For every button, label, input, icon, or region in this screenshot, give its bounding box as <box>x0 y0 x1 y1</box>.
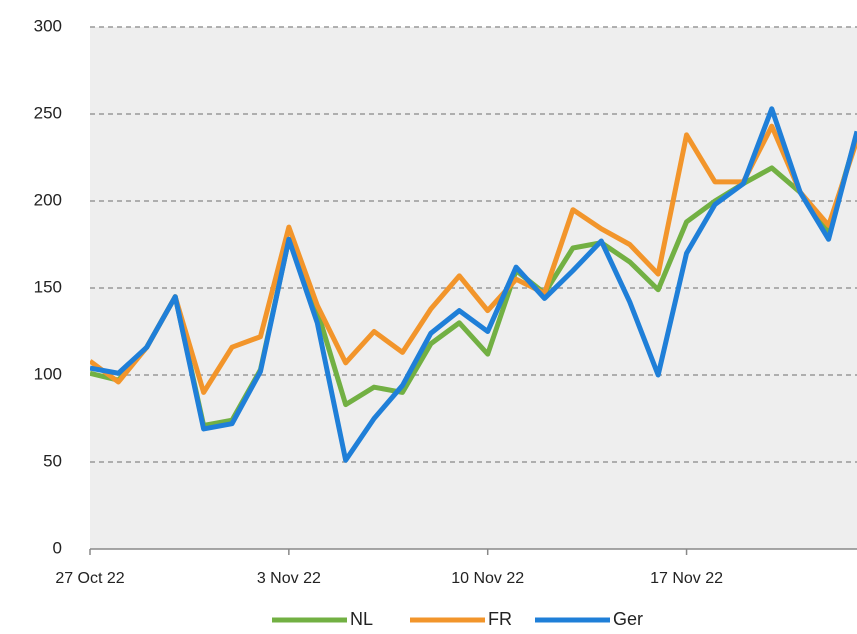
line-series <box>90 106 857 463</box>
y-tick-label: 300 <box>34 16 62 35</box>
legend-label: NL <box>350 609 373 629</box>
y-tick-label: 200 <box>34 190 62 209</box>
x-tick-label: 3 Nov 22 <box>257 570 321 587</box>
y-tick-label: 150 <box>34 277 62 296</box>
legend-label: Ger <box>613 609 643 629</box>
y-tick-label: 100 <box>34 364 62 383</box>
plot-lines <box>90 106 857 463</box>
x-tick-label: 17 Nov 22 <box>650 570 723 587</box>
y-tick-label: 250 <box>34 103 62 122</box>
y-tick-label: 0 <box>53 538 62 557</box>
x-tick-label: 10 Nov 22 <box>451 570 524 587</box>
x-tick-label: 27 Oct 22 <box>55 570 124 587</box>
y-tick-label: 50 <box>43 451 62 470</box>
line-series <box>90 123 857 395</box>
legend-label: FR <box>488 609 512 629</box>
